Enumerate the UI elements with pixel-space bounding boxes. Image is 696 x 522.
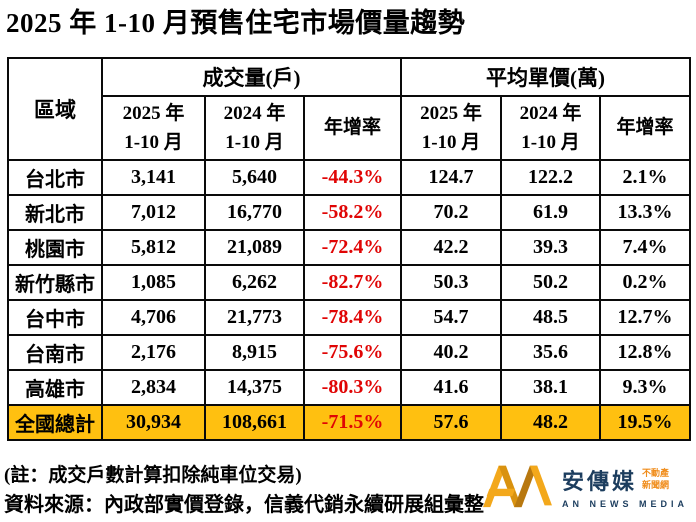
an-logo-icon [482,465,552,508]
price-2024-cell: 39.3 [500,229,602,266]
price-2025-cell: 124.7 [400,159,503,196]
header-line: 2025 年 [122,102,185,124]
volume-yoy-cell: -58.2% [302,194,403,231]
price-2025-cell: 50.3 [400,264,503,301]
price-yoy-cell: 7.4% [599,229,692,266]
source-note: 資料來源：內政部實價登錄，信義代銷永續研展組彙整 [4,494,484,516]
price-yoy-cell: 2.1% [599,159,692,196]
volume-yoy-cell: -72.4% [302,229,403,266]
header-line: 2024 年 [519,102,582,124]
header-line: 1-10 月 [521,132,580,153]
logo-tagline: 不動產 新聞網 [642,468,669,491]
col-header-price-yoy: 年增率 [599,95,692,161]
price-2025-cell: 70.2 [400,194,503,231]
region-cell: 桃園市 [7,229,103,266]
price-2025-cell: 57.6 [400,404,503,441]
price-yoy-cell: 13.3% [599,194,692,231]
region-cell: 新北市 [7,194,103,231]
housing-market-table: 區域 成交量(戶) 平均單價(萬) 2025 年 1-10 月 2024 年 1-1… [7,57,692,441]
col-header-volume-2024: 2024 年 1-10 月 [204,95,305,161]
price-yoy-cell: 12.8% [599,334,692,371]
volume-yoy-cell: -44.3% [302,159,403,196]
page-title: 2025 年 1-10 月預售住宅市場價量趨勢 [6,8,466,38]
table-row-national-total: 全國總計 30,934 108,661 -71.5% 57.6 48.2 19.… [7,404,692,441]
region-cell: 高雄市 [7,369,103,406]
col-header-price-2025: 2025 年 1-10 月 [400,95,503,161]
table-row-kaohsiung: 高雄市 2,834 14,375 -80.3% 41.6 38.1 9.3% [7,369,692,406]
volume-2025-cell: 1,085 [101,264,206,301]
header-line: 2024 年 [223,102,286,124]
volume-2024-cell: 21,089 [204,229,305,266]
logo-tagline-line1: 不動產 [642,468,670,479]
logo-name-en: AN NEWS MEDIA [562,498,688,509]
region-cell: 台北市 [7,159,103,196]
price-yoy-cell: 12.7% [599,299,692,336]
footnote: (註：成交戶數計算扣除純車位交易) [4,465,302,486]
volume-2024-cell: 16,770 [204,194,305,231]
table-row-taoyuan: 桃園市 5,812 21,089 -72.4% 42.2 39.3 7.4% [7,229,692,266]
col-header-volume-2025: 2025 年 1-10 月 [101,95,206,161]
table-row-taichung: 台中市 4,706 21,773 -78.4% 54.7 48.5 12.7% [7,299,692,336]
header-group-row: 區域 成交量(戶) 平均單價(萬) [7,57,692,161]
col-group-volume: 成交量(戶) [100,57,403,97]
price-2024-cell: 61.9 [500,194,602,231]
volume-2024-cell: 6,262 [204,264,305,301]
volume-2024-cell: 21,773 [204,299,305,336]
header-sub-row: 2025 年 1-10 月 2024 年 1-10 月 年增率 2025 年 1-10… [8,95,692,161]
price-yoy-cell: 19.5% [599,404,692,441]
volume-2024-cell: 14,375 [204,369,305,406]
logo-tagline-line2: 新聞網 [642,479,670,490]
price-2024-cell: 122.2 [500,159,602,196]
region-cell: 新竹縣市 [7,264,103,301]
price-2025-cell: 40.2 [400,334,503,371]
price-yoy-cell: 0.2% [599,264,692,301]
price-2024-cell: 35.6 [500,334,602,371]
volume-2024-cell: 5,640 [204,159,305,196]
volume-yoy-cell: -71.5% [302,404,403,441]
table-row-taipei: 台北市 3,141 5,640 -44.3% 124.7 122.2 2.1% [7,159,692,196]
col-group-price: 平均單價(萬) [400,57,692,97]
header-line: 2025 年 [420,102,482,124]
volume-2025-cell: 2,176 [101,334,206,371]
header-line: 1-10 月 [225,132,284,153]
volume-2024-cell: 108,661 [204,404,305,441]
col-header-region: 區域 [7,57,103,161]
price-2024-cell: 48.5 [500,299,602,336]
table-row-newtaipei: 新北市 7,012 16,770 -58.2% 70.2 61.9 13.3% [7,194,692,231]
volume-2025-cell: 4,706 [101,299,206,336]
table-row-hsinchu: 新竹縣市 1,085 6,262 -82.7% 50.3 50.2 0.2% [7,264,692,301]
region-cell: 台南市 [7,334,103,371]
price-2025-cell: 41.6 [400,369,503,406]
table-row-tainan: 台南市 2,176 8,915 -75.6% 40.2 35.6 12.8% [7,334,692,371]
an-news-media-logo: 安傳媒 不動產 新聞網 AN NEWS MEDIA [481,463,688,509]
logo-text-block: 安傳媒 不動產 新聞網 AN NEWS MEDIA [562,464,688,509]
col-header-price-2024: 2024 年 1-10 月 [500,95,602,161]
volume-2025-cell: 3,141 [101,159,206,196]
region-cell: 全國總計 [7,404,103,441]
price-2025-cell: 42.2 [400,229,503,266]
price-2024-cell: 50.2 [500,264,602,301]
logo-top-row: 安傳媒 不動產 新聞網 [562,464,669,496]
volume-2025-cell: 2,834 [101,369,206,406]
price-2024-cell: 38.1 [500,369,602,406]
region-cell: 台中市 [7,299,103,336]
price-yoy-cell: 9.3% [599,369,692,406]
header-line: 1-10 月 [421,132,481,153]
header-line: 1-10 月 [124,132,183,153]
volume-2024-cell: 8,915 [204,334,305,371]
volume-yoy-cell: -82.7% [302,264,403,301]
price-2024-cell: 48.2 [500,404,602,441]
volume-2025-cell: 5,812 [101,229,206,266]
price-2025-cell: 54.7 [400,299,503,336]
volume-yoy-cell: -75.6% [302,334,403,371]
logo-name-zh: 安傳媒 [562,468,638,494]
col-header-volume-yoy: 年增率 [302,95,403,161]
volume-2025-cell: 30,934 [101,404,206,441]
volume-yoy-cell: -78.4% [302,299,403,336]
volume-2025-cell: 7,012 [101,194,206,231]
volume-yoy-cell: -80.3% [302,369,403,406]
